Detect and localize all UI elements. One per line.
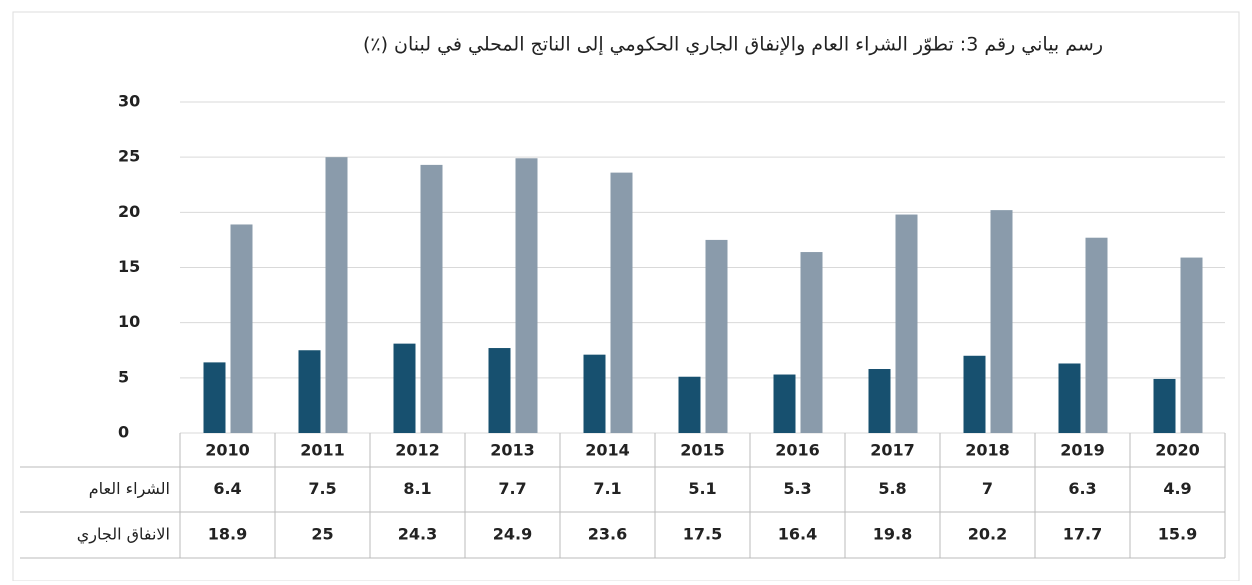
x-tick-label: 2016 xyxy=(775,441,820,460)
table-value: 24.3 xyxy=(398,525,437,544)
bar xyxy=(1085,237,1108,433)
table-value: 17.5 xyxy=(683,525,722,544)
y-tick-label: 30 xyxy=(118,92,140,111)
table-value: 6.3 xyxy=(1068,479,1096,498)
table-value: 16.4 xyxy=(778,525,817,544)
table-value: 4.9 xyxy=(1163,479,1191,498)
x-tick-label: 2012 xyxy=(395,441,440,460)
x-tick-label: 2010 xyxy=(205,441,250,460)
x-tick-label: 2020 xyxy=(1155,441,1200,460)
table-value: 7.5 xyxy=(308,479,336,498)
legend-label: الانفاق الجاري xyxy=(77,525,170,545)
bar xyxy=(1153,378,1176,433)
bar xyxy=(990,210,1013,433)
y-tick-label: 20 xyxy=(118,202,140,221)
x-tick-label: 2017 xyxy=(870,441,915,460)
table-value: 25 xyxy=(311,525,333,544)
bar xyxy=(1180,257,1203,433)
y-tick-label: 10 xyxy=(118,312,140,331)
bar xyxy=(583,354,606,433)
table-value: 20.2 xyxy=(968,525,1007,544)
x-tick-label: 2014 xyxy=(585,441,630,460)
table-value: 6.4 xyxy=(213,479,241,498)
bar xyxy=(963,355,986,433)
y-tick-label: 0 xyxy=(118,423,129,442)
chart-title: رسم بياني رقم 3: تطوّر الشراء العام والإ… xyxy=(363,34,1103,57)
table-value: 7 xyxy=(982,479,993,498)
bar xyxy=(800,252,823,433)
table-value: 5.8 xyxy=(878,479,906,498)
bar xyxy=(610,172,633,433)
bar xyxy=(420,164,443,433)
bar xyxy=(773,374,796,433)
x-tick-label: 2019 xyxy=(1060,441,1105,460)
table-value: 8.1 xyxy=(403,479,431,498)
table-value: 17.7 xyxy=(1063,525,1102,544)
table-value: 24.9 xyxy=(493,525,532,544)
table-value: 23.6 xyxy=(588,525,627,544)
y-tick-label: 15 xyxy=(118,257,140,276)
y-tick-label: 25 xyxy=(118,147,140,166)
x-tick-label: 2013 xyxy=(490,441,535,460)
bar xyxy=(515,158,538,433)
table-value: 19.8 xyxy=(873,525,912,544)
table-value: 18.9 xyxy=(208,525,247,544)
bar xyxy=(705,239,728,433)
table-value: 7.1 xyxy=(593,479,621,498)
table-value: 5.1 xyxy=(688,479,716,498)
table-value: 7.7 xyxy=(498,479,526,498)
bar xyxy=(488,348,511,433)
bar xyxy=(678,376,701,433)
bar xyxy=(1058,363,1081,433)
bar xyxy=(868,369,891,433)
bar xyxy=(298,350,321,433)
x-tick-label: 2011 xyxy=(300,441,345,460)
x-tick-label: 2018 xyxy=(965,441,1010,460)
bar xyxy=(895,214,918,433)
bar xyxy=(325,157,348,433)
bar xyxy=(203,362,226,433)
table-value: 5.3 xyxy=(783,479,811,498)
bar xyxy=(393,343,416,433)
x-tick-label: 2015 xyxy=(680,441,725,460)
table-value: 15.9 xyxy=(1158,525,1197,544)
bar xyxy=(230,224,253,433)
legend-label: الشراء العام xyxy=(89,479,170,499)
y-tick-label: 5 xyxy=(118,367,129,386)
